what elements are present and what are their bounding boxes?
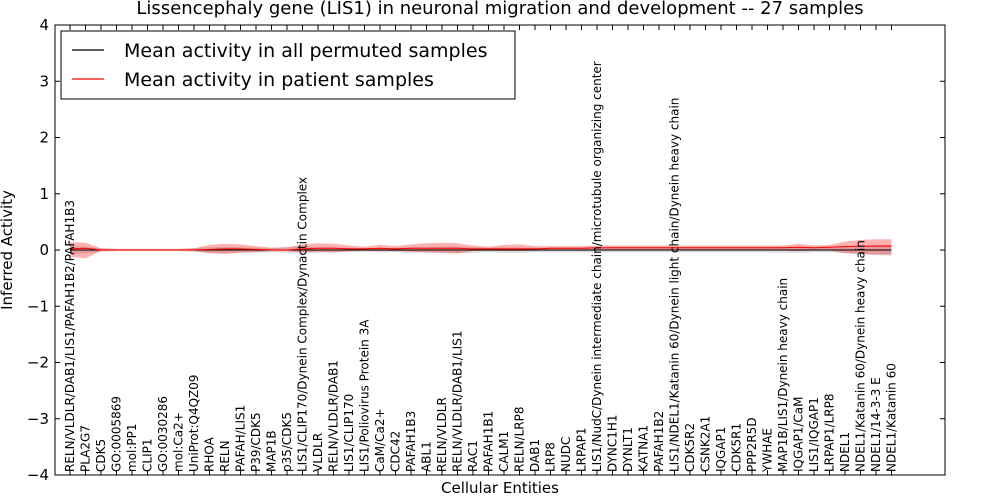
x-category-label: RELN/VLDLR/DAB1/LIS1 (451, 331, 465, 472)
y-axis-label: Inferred Activity (0, 190, 16, 310)
x-category-label: RELN (218, 440, 232, 472)
x-category-label: GO:0030286 (156, 396, 170, 472)
x-category-label: PLA2G7 (79, 425, 93, 472)
y-tick-label: 4 (39, 16, 49, 34)
x-category-label: NDEL1/14-3-3 E (869, 377, 883, 472)
x-category-label: PAFAH1B1 (482, 411, 496, 472)
legend-label-permuted: Mean activity in all permuted samples (124, 40, 487, 62)
x-category-label: P39/CDK5 (249, 412, 263, 472)
x-category-label: LIS1/NDEL1/Katanin 60/Dynein light chain… (668, 98, 682, 472)
x-category-label: NDEL1/Katanin 60 (885, 363, 899, 472)
x-category-label: mol:Ca2+ (172, 412, 186, 472)
x-category-label: DAB1 (528, 439, 542, 472)
x-category-label: RELN/LRP8 (513, 406, 527, 472)
x-category-label: CSNK2A1 (699, 416, 713, 472)
x-axis-label: Cellular Entities (441, 479, 559, 497)
x-category-label: KATNA1 (637, 425, 651, 472)
x-category-label: IQGAP1 (714, 427, 728, 472)
x-category-label: RELN/VLDLR/DAB1 (327, 360, 341, 472)
x-category-label: mol:PP1 (125, 423, 139, 472)
y-tick-label: 0 (39, 241, 49, 259)
x-category-label: CDK5R2 (683, 423, 697, 472)
x-category-label: LRPAP1 (575, 427, 589, 472)
x-category-label: DYNLT1 (621, 427, 635, 472)
x-category-label: MAP1B (265, 430, 279, 472)
x-category-label: LIS1/CLIP170/Dynein Complex/Dynactin Com… (296, 177, 310, 472)
x-category-label: ABL1 (420, 441, 434, 472)
y-axis-ticks: −4 −3 −2 −1 0 1 2 3 4 (27, 16, 945, 484)
x-category-label: LRP8 (544, 442, 558, 472)
series-lines (69, 245, 892, 251)
x-category-label: YWHAE (761, 428, 775, 473)
chart-title: Lissencephaly gene (LIS1) in neuronal mi… (136, 0, 863, 19)
x-category-label: VLDLR (311, 433, 325, 472)
x-category-label: CDK5R1 (730, 423, 744, 472)
legend-box (60, 30, 516, 100)
x-axis-category-labels: RELN/VLDLR/DAB1/LIS1/PAFAH1B2/PAFAH1B3 PL… (63, 61, 899, 473)
x-category-label: DYNC1H1 (606, 414, 620, 472)
x-category-label: PPP2R5D (745, 417, 759, 472)
y-tick-label: −3 (27, 410, 49, 428)
y-tick-label: 1 (39, 185, 49, 203)
y-tick-label: −1 (27, 297, 49, 315)
x-axis-ticks (69, 25, 892, 475)
x-category-label: LIS1/Poliovirus Protein 3A (358, 319, 372, 472)
x-category-label: PAFAH/LIS1 (234, 405, 248, 472)
y-tick-label: 2 (39, 129, 49, 147)
x-category-label: PAFAH1B3 (404, 411, 418, 472)
legend-label-patient: Mean activity in patient samples (124, 69, 434, 91)
x-category-label: GO:0005869 (110, 396, 124, 472)
x-category-label: CLIP1 (141, 439, 155, 472)
x-category-label: NUDC (559, 437, 573, 472)
x-category-label: RELN/VLDLR (435, 397, 449, 472)
x-category-label: RELN/VLDLR/DAB1/LIS1/PAFAH1B2/PAFAH1B3 (63, 200, 77, 472)
legend: Mean activity in all permuted samples Me… (60, 30, 516, 100)
x-category-label: CDC42 (389, 431, 403, 472)
x-category-label: PAFAH1B2 (652, 411, 666, 472)
x-category-label: MAP1B/LIS1/Dynein heavy chain (776, 278, 790, 472)
x-category-label: RHOA (203, 436, 217, 472)
x-category-label: CDK5 (94, 439, 108, 472)
y-tick-label: −4 (27, 466, 49, 484)
x-category-label: LIS1/CLIP170 (342, 394, 356, 472)
y-tick-label: −2 (27, 354, 49, 372)
x-category-label: LIS1/IQGAP1 (807, 397, 821, 472)
y-tick-label: 3 (39, 72, 49, 90)
x-category-label: CaM/Ca2+ (373, 408, 387, 472)
x-category-label: p35/CDK5 (280, 412, 294, 472)
x-category-label: LIS1/NudC/Dynein intermediate chain/micr… (590, 61, 604, 472)
x-category-label: IQGAP1/CaM (792, 397, 806, 473)
x-category-label: RAC1 (466, 440, 480, 472)
x-category-label: NDEL1 (838, 432, 852, 472)
x-category-label: LRPAP1/LRP8 (823, 393, 837, 472)
x-category-label: CALM1 (497, 431, 511, 472)
line-patient (69, 245, 892, 251)
x-category-label: UniProt:Q4QZ09 (187, 374, 201, 472)
x-category-label: NDEL1/Katanin 60/Dynein heavy chain (854, 240, 868, 472)
